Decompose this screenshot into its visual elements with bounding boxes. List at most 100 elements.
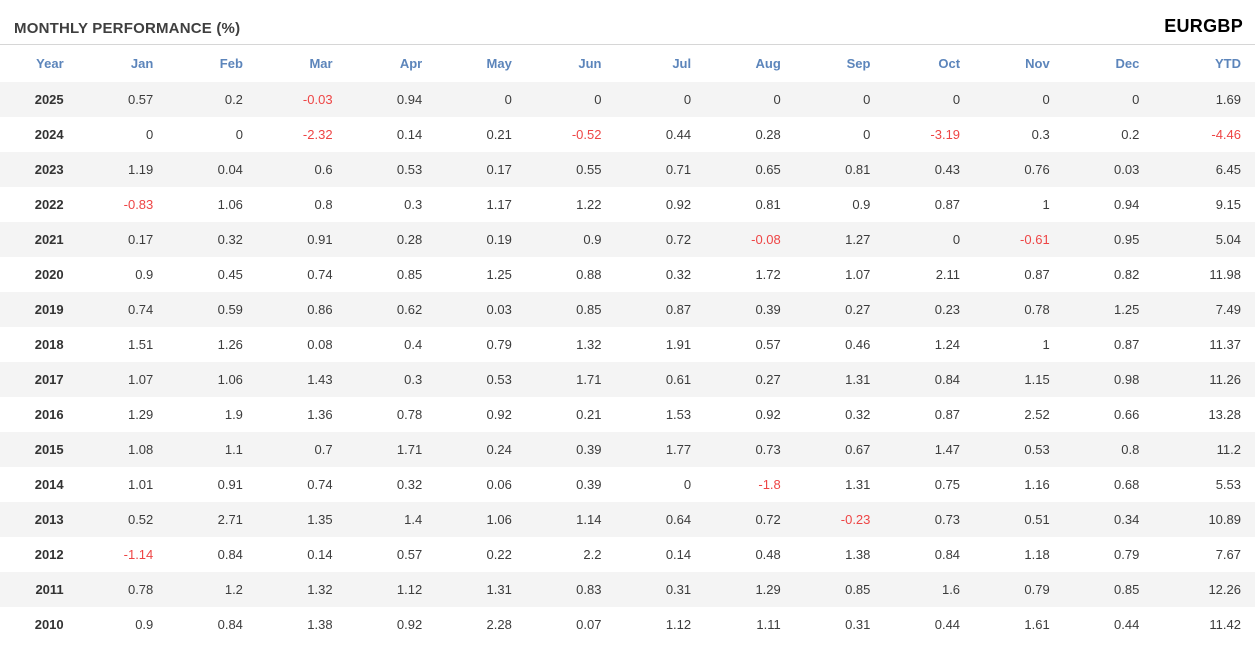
month-cell: 1.15 [986, 362, 1076, 397]
month-cell: 0.14 [665, 547, 692, 562]
month-cell: 0.17 [89, 222, 180, 257]
month-cell: 0.39 [537, 432, 628, 467]
year-cell: 2020 [34, 267, 64, 282]
table-row: 2013 0.52 2.71 1.35 1.4 1.06 1.14 0.64 0.72 -0.23… [0, 502, 1255, 537]
year-cell: 2010 [34, 617, 64, 632]
column-header-feb: Feb [219, 56, 243, 71]
month-cell: 0.27 [806, 292, 897, 327]
month-cell: 0 [896, 82, 987, 117]
month-cell: 0.39 [717, 292, 807, 327]
month-cell: 1.32 [576, 337, 602, 352]
month-cell: 0.46 [845, 337, 871, 352]
column-header-sep: Sep [846, 56, 871, 71]
month-cell: 1.29 [127, 407, 154, 422]
month-cell: 0.68 [1114, 477, 1140, 492]
ytd-cell: 13.28 [1208, 407, 1241, 422]
table-row: 2014 1.01 0.91 0.74 0.32 0.06 0.39 0 -1.8 1.31 0.7… [0, 467, 1255, 502]
page-title: MONTHLY PERFORMANCE (%) [14, 20, 241, 37]
month-cell: 1.51 [127, 337, 154, 352]
year-cell: 2025 [0, 82, 90, 117]
month-cell: 1.47 [896, 432, 987, 467]
month-cell: 0.72 [627, 222, 718, 257]
month-cell: 0.81 [806, 152, 897, 187]
month-cell: 1.31 [806, 362, 897, 397]
month-cell: 1.31 [448, 572, 538, 607]
month-cell: 0.61 [627, 362, 718, 397]
month-cell: 1.24 [934, 337, 961, 352]
month-cell: 0.32 [396, 477, 423, 492]
month-cell: 1.36 [307, 407, 333, 422]
month-cell: 0.73 [717, 432, 807, 467]
month-cell: 0.85 [396, 267, 423, 282]
column-header-ytd: YTD [1215, 56, 1241, 71]
year-cell: 2013 [0, 502, 90, 537]
month-cell: 0.87 [1114, 337, 1140, 352]
month-cell: 1.18 [1024, 547, 1050, 562]
month-cell: 0.79 [1114, 547, 1140, 562]
ytd-cell: 9.15 [1215, 197, 1241, 212]
month-cell: 1 [1042, 337, 1050, 352]
month-cell: -1.14 [123, 547, 154, 562]
year-cell: 2018 [34, 337, 64, 352]
month-cell: 0.08 [307, 337, 333, 352]
month-cell: 1 [1042, 197, 1050, 212]
month-cell: 0.91 [217, 477, 243, 492]
month-cell: 0.07 [576, 617, 602, 632]
month-cell: -0.08 [717, 222, 807, 257]
month-cell: 0.51 [986, 502, 1076, 537]
month-cell: -0.03 [268, 82, 359, 117]
month-cell: 0 [896, 222, 987, 257]
table-row: 2010 0.9 0.84 1.38 0.92 2.28 0.07 1.12 1.11 0.31 0… [0, 607, 1255, 642]
month-cell: 0 [235, 127, 243, 142]
month-cell: 0.78 [986, 292, 1076, 327]
year-cell: 2012 [34, 547, 64, 562]
month-cell: 1.22 [576, 197, 602, 212]
symbol-label: EURGBP [1164, 16, 1243, 36]
month-cell: 0.66 [1114, 407, 1140, 422]
month-cell: 1.6 [896, 572, 987, 607]
month-cell: 0.23 [896, 292, 987, 327]
month-cell: 0.87 [627, 292, 718, 327]
month-cell: 0.31 [845, 617, 871, 632]
month-cell: 0.44 [1114, 617, 1140, 632]
year-cell: 2014 [34, 477, 64, 492]
month-cell: 0.24 [448, 432, 538, 467]
ytd-cell: 5.53 [1215, 477, 1241, 492]
month-cell: 0 [806, 82, 897, 117]
month-cell: 1.31 [845, 477, 871, 492]
month-cell: 0.72 [717, 502, 807, 537]
month-cell: 0.92 [396, 617, 423, 632]
ytd-cell: 1.69 [1165, 82, 1255, 117]
month-cell: 1.35 [268, 502, 359, 537]
month-cell: 0 [986, 82, 1076, 117]
month-cell: 1.2 [179, 572, 269, 607]
month-cell: 0.84 [934, 547, 961, 562]
month-cell: 0.52 [89, 502, 180, 537]
performance-table: Year Jan Feb Mar Apr May Jun Jul Aug Sep Oct Nov Dec… [0, 45, 1255, 642]
month-cell: 0.14 [396, 127, 423, 142]
year-cell: 2021 [0, 222, 90, 257]
month-cell: 1.25 [486, 267, 512, 282]
ytd-cell: 11.42 [1209, 617, 1241, 632]
month-cell: 0.3 [1031, 127, 1050, 142]
month-cell: 0.43 [896, 152, 987, 187]
ytd-cell: 11.2 [1165, 432, 1255, 467]
month-cell: 0.3 [404, 197, 423, 212]
month-cell: 0.55 [537, 152, 628, 187]
ytd-cell: 12.26 [1165, 572, 1255, 607]
table-row: 2016 1.29 1.9 1.36 0.78 0.92 0.21 1.53 0.92 0.32 0… [0, 397, 1255, 432]
year-cell: 2015 [0, 432, 90, 467]
column-header-jun: Jun [578, 56, 602, 71]
column-header-dec: Dec [1115, 56, 1140, 71]
column-header-mar: Mar [309, 56, 333, 71]
month-cell: 0.92 [755, 407, 781, 422]
month-cell: 0.03 [448, 292, 538, 327]
ytd-cell: 11.37 [1209, 337, 1241, 352]
month-cell: 1.43 [268, 362, 359, 397]
column-header-may: May [486, 56, 512, 71]
month-cell: 0.74 [307, 267, 333, 282]
ytd-cell: 6.45 [1165, 152, 1255, 187]
month-cell: 2.28 [486, 617, 512, 632]
month-cell: 1.71 [537, 362, 628, 397]
month-cell: 0.84 [896, 362, 987, 397]
